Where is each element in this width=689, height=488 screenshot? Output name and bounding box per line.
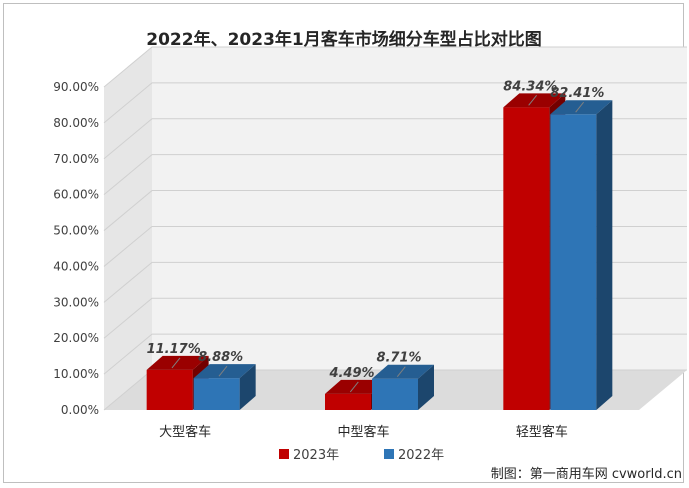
legend-swatch (279, 449, 289, 459)
data-label: 4.49% (328, 366, 374, 381)
y-tick-label: 20.00% (53, 331, 99, 345)
legend-label: 2022年 (398, 448, 444, 463)
x-category-label: 大型客车 (159, 424, 211, 440)
bar-front (550, 114, 597, 410)
bar-side (239, 364, 256, 410)
data-label-leader (528, 95, 538, 106)
bar-top (325, 379, 387, 394)
bar-top (193, 364, 256, 379)
y-tick-label: 80.00% (53, 116, 99, 130)
side-wall (104, 47, 152, 410)
y-tick-label: 0.00% (61, 403, 99, 417)
y-tick-label: 60.00% (53, 188, 99, 202)
y-tick-label: 30.00% (53, 295, 99, 309)
data-label: 84.34% (503, 79, 557, 94)
y-tick-label: 50.00% (53, 224, 99, 238)
y-tick-label: 40.00% (53, 259, 99, 273)
bar-top (146, 355, 209, 370)
bar-side (418, 364, 434, 410)
bar-side (596, 100, 613, 410)
bar-front (325, 393, 371, 410)
gridline (103, 82, 687, 124)
data-label: 11.17% (147, 342, 201, 357)
bar-front (193, 378, 240, 410)
legend-swatch (384, 449, 394, 459)
data-label: 8.88% (198, 350, 243, 365)
y-tick-label: 10.00% (53, 367, 99, 381)
data-label: 82.41% (550, 86, 604, 101)
bar-front (146, 369, 193, 410)
bar-front (503, 107, 550, 410)
legend-label: 2023年 (293, 448, 339, 463)
bar-front (372, 378, 418, 410)
plot-area: 0.00% 10.00% 20.00% 30.00% 40.00% 50.00% 60.00… (53, 46, 687, 463)
x-category-label: 中型客车 (337, 424, 389, 440)
bar-top (550, 100, 613, 115)
data-label: 8.71% (376, 351, 421, 366)
data-label-leader (349, 381, 359, 393)
y-tick-label: 70.00% (53, 152, 99, 166)
bar-top (372, 364, 434, 379)
y-tick-label: 90.00% (53, 80, 99, 94)
data-label-leader (171, 357, 181, 369)
x-category-label: 轻型客车 (516, 424, 568, 440)
chart-credit: 制图：第一商用车网 cvworld.cn (491, 466, 682, 482)
data-label-leader (575, 101, 585, 113)
gridline (103, 46, 687, 88)
bar-top (503, 93, 566, 108)
chart-title: 2022年、2023年1月客车市场细分车型占比对比图 (146, 29, 541, 50)
data-label-leader (218, 365, 228, 377)
data-label-leader (396, 366, 406, 378)
